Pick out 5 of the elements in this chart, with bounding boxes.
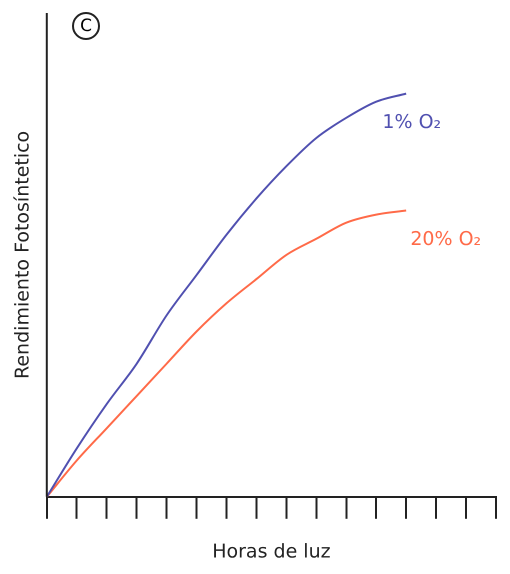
x-axis-title: Horas de luz [212,540,331,563]
y-axis-title: Rendimiento Fotosíntetico [11,130,34,379]
text: C [72,12,100,40]
series-label: 1% O₂ [382,111,442,134]
series-label: 20% O₂ [410,228,482,250]
